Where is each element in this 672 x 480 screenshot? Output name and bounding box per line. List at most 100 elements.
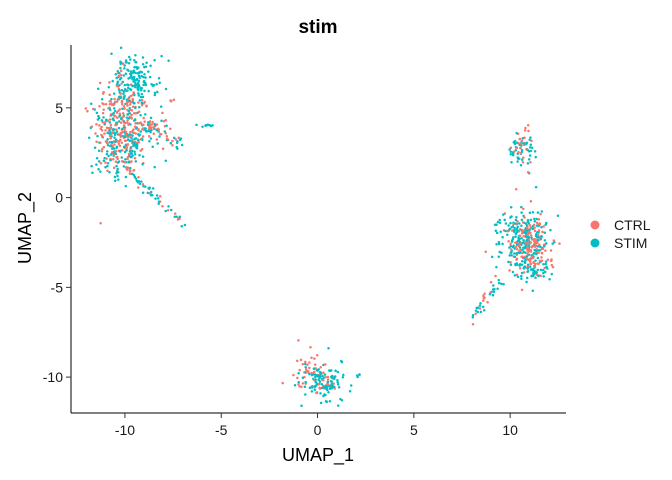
point-ctrl [532, 260, 535, 264]
point-stim [313, 388, 317, 392]
point-stim [314, 380, 317, 384]
point-ctrl [539, 212, 542, 216]
point-stim [128, 76, 132, 80]
point-stim [548, 278, 551, 281]
point-stim [139, 88, 143, 92]
point-ctrl [515, 247, 519, 251]
point-stim [112, 147, 116, 150]
point-stim [533, 217, 536, 221]
point-stim [542, 275, 545, 278]
point-stim [140, 180, 143, 183]
point-ctrl [310, 371, 313, 375]
point-ctrl [316, 354, 319, 357]
point-ctrl [173, 212, 177, 215]
point-stim [528, 211, 532, 215]
point-ctrl [143, 120, 146, 123]
point-stim [540, 210, 544, 213]
point-ctrl [132, 131, 135, 135]
point-stim [169, 142, 173, 145]
legend-label-ctrl: CTRL [614, 217, 651, 233]
point-stim [471, 314, 475, 317]
point-stim [500, 282, 503, 286]
point-stim [180, 143, 184, 147]
point-stim [119, 117, 123, 120]
point-stim [124, 175, 128, 179]
point-ctrl [177, 136, 180, 140]
point-stim [304, 366, 307, 369]
point-stim [313, 384, 317, 388]
point-ctrl [106, 169, 109, 172]
point-ctrl [117, 98, 121, 101]
point-ctrl [112, 103, 115, 107]
point-ctrl [132, 169, 135, 172]
point-stim [543, 270, 547, 274]
point-stim [106, 150, 109, 153]
point-stim [494, 229, 498, 233]
point-ctrl [539, 274, 542, 277]
point-ctrl [130, 109, 134, 112]
point-stim [120, 156, 123, 159]
point-stim [520, 205, 523, 209]
point-stim [108, 140, 112, 144]
point-stim [530, 236, 533, 239]
point-stim [521, 137, 525, 140]
point-ctrl [126, 104, 129, 107]
point-stim [137, 94, 141, 97]
point-ctrl [519, 146, 522, 150]
point-ctrl [535, 273, 539, 276]
point-stim [112, 107, 116, 110]
point-ctrl [106, 141, 109, 145]
point-stim [476, 310, 480, 314]
point-ctrl [121, 62, 125, 65]
point-stim [95, 157, 99, 160]
point-ctrl [541, 247, 545, 251]
point-stim [135, 143, 139, 146]
point-stim [141, 155, 145, 158]
point-stim [498, 218, 501, 222]
x-tick-label: 0 [314, 422, 322, 438]
point-stim [297, 381, 300, 384]
point-ctrl [518, 137, 522, 141]
point-stim [113, 175, 117, 179]
point-ctrl [296, 376, 299, 380]
point-ctrl [114, 160, 118, 163]
point-stim [495, 242, 498, 246]
x-tick-label: 5 [410, 422, 418, 438]
point-stim [144, 113, 147, 116]
point-stim [93, 146, 97, 149]
point-stim [544, 260, 548, 263]
point-ctrl [108, 118, 112, 121]
point-stim [140, 102, 144, 105]
point-stim [108, 121, 112, 124]
point-stim [520, 260, 524, 263]
point-ctrl [119, 121, 123, 124]
point-ctrl [162, 120, 166, 123]
point-ctrl [304, 360, 307, 364]
point-stim [128, 112, 132, 115]
point-ctrl [113, 143, 116, 146]
point-ctrl [313, 357, 316, 360]
point-ctrl [136, 186, 140, 189]
point-ctrl [164, 118, 168, 122]
point-stim [520, 274, 523, 278]
point-ctrl [536, 233, 540, 237]
point-ctrl [520, 288, 524, 292]
x-axis-title: UMAP_1 [282, 445, 354, 466]
point-ctrl [116, 116, 119, 119]
point-stim [322, 394, 325, 398]
point-ctrl [94, 132, 97, 135]
point-ctrl [110, 151, 114, 154]
point-stim [116, 80, 120, 83]
point-ctrl [98, 104, 101, 108]
point-stim [133, 79, 137, 82]
point-stim [142, 75, 145, 79]
point-stim [115, 169, 119, 173]
x-axis-ticks: -10 -5 0 5 10 [115, 413, 518, 438]
point-stim [147, 187, 150, 190]
point-stim [126, 138, 130, 142]
point-ctrl [526, 232, 530, 236]
point-stim [106, 143, 110, 147]
point-ctrl [99, 222, 102, 225]
point-ctrl [509, 242, 512, 246]
point-stim [523, 246, 526, 249]
